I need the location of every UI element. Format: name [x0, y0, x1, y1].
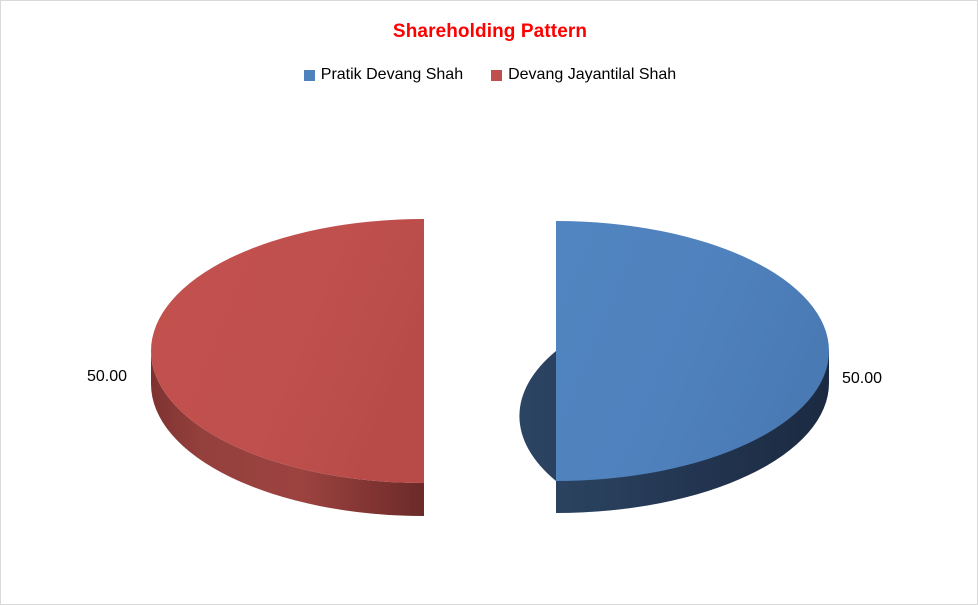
data-label-pratik-devang-shah: 50.00	[842, 370, 883, 387]
legend-swatch-blue-icon	[303, 69, 315, 81]
legend-item-label: Pratik Devang Shah	[320, 66, 464, 83]
legend-item-label: Devang Jayantilal Shah	[508, 66, 677, 83]
chart-legend: Pratik Devang Shah Devang Jayantilal Sha…	[1, 65, 977, 85]
pie-slice-top-blue	[556, 221, 829, 481]
legend-item-pratik-devang-shah[interactable]: Pratik Devang Shah	[303, 65, 464, 85]
legend-swatch-red-icon	[491, 69, 503, 81]
pie-slice-devang-jayantilal-shah[interactable]	[151, 219, 424, 516]
chart-title: Shareholding Pattern	[392, 21, 588, 42]
pie-slice-top-red	[151, 219, 424, 483]
legend-item-devang-jayantilal-shah[interactable]: Devang Jayantilal Shah	[491, 65, 676, 85]
pie-slice-side-red	[151, 351, 424, 516]
data-label-devang-jayantilal-shah: 50.00	[87, 368, 128, 385]
pie-slice-pratik-devang-shah[interactable]	[519, 221, 829, 513]
